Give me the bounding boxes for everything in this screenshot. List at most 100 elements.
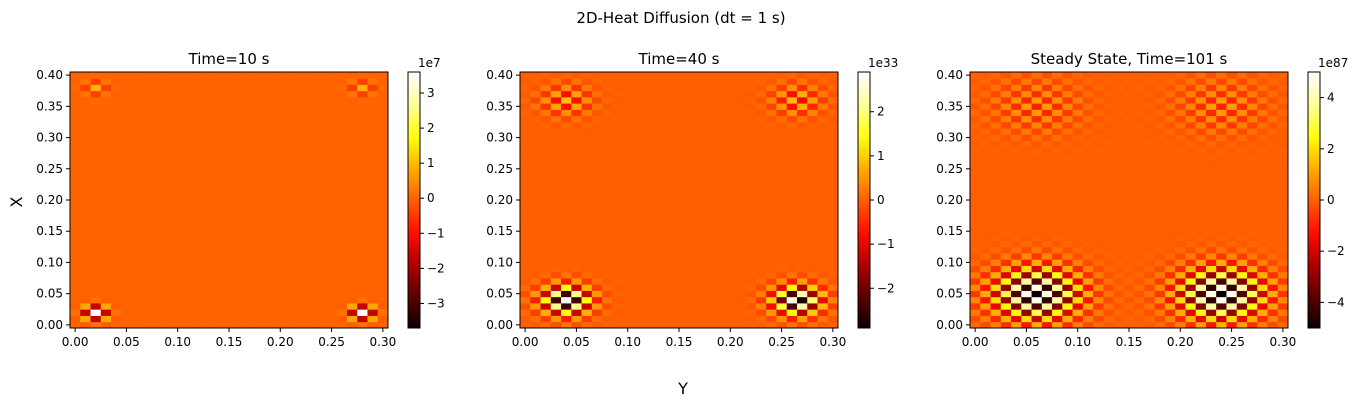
heat-cell — [1052, 90, 1063, 98]
heat-cell — [223, 196, 235, 204]
heat-cell — [285, 203, 297, 210]
heat-cell — [326, 296, 338, 304]
heat-cell — [745, 315, 757, 323]
heat-cell — [121, 153, 132, 160]
heat-cell — [622, 240, 634, 248]
heat-cell — [520, 84, 531, 92]
heat-cell — [1277, 203, 1289, 210]
heat-cell — [990, 215, 1002, 223]
heat-cell — [684, 315, 695, 323]
heat-cell — [530, 96, 541, 104]
heat-cell — [1000, 153, 1012, 160]
heat-cell — [1226, 228, 1238, 235]
heat-cell — [745, 265, 757, 273]
heat-cell — [725, 309, 736, 316]
heat-cell — [520, 190, 531, 198]
heat-cell — [1164, 184, 1176, 192]
heat-cell — [1062, 134, 1073, 142]
heat-cell — [1257, 203, 1268, 210]
heat-cell — [571, 228, 582, 235]
heat-cell — [622, 309, 634, 316]
heat-cell — [1103, 265, 1115, 273]
heat-cell — [632, 90, 644, 98]
heat-cell — [970, 259, 981, 266]
heat-cell — [264, 215, 276, 223]
heatmap-panel-3: Steady State, Time=101 s0.00 0.05 0.10 0.15… — [936, 50, 1348, 349]
heat-cell — [172, 90, 184, 98]
heat-cell — [766, 290, 777, 298]
heat-cell — [776, 171, 788, 179]
heat-cell — [1123, 128, 1135, 135]
heat-cell — [193, 203, 204, 210]
heat-cell — [1185, 284, 1197, 291]
heat-cell — [755, 315, 767, 323]
heat-cell — [602, 78, 613, 85]
heat-cell — [1021, 96, 1032, 104]
heat-cell — [694, 290, 706, 298]
heat-cell — [1041, 228, 1053, 235]
heat-cell — [223, 321, 235, 329]
heat-cell — [1195, 96, 1207, 104]
heat-cell — [275, 72, 286, 79]
heat-cell — [1185, 228, 1197, 235]
heat-cell — [1205, 228, 1217, 235]
heat-cell — [1113, 321, 1125, 329]
heat-cell — [100, 221, 112, 229]
heat-cell — [1093, 246, 1104, 254]
heat-cell — [326, 159, 338, 167]
heat-cell — [581, 134, 593, 142]
heat-cell — [141, 309, 153, 316]
heat-cell — [1175, 265, 1186, 273]
heat-cell — [162, 121, 173, 129]
heat-cell — [990, 128, 1002, 135]
heat-cell — [786, 146, 798, 154]
heat-cell — [980, 203, 991, 210]
heat-cell — [285, 190, 297, 198]
heat-cell — [203, 203, 215, 210]
heat-cell — [817, 315, 829, 323]
heat-cell — [1267, 315, 1279, 323]
heat-cell — [1103, 296, 1115, 304]
heat-cell — [90, 278, 102, 285]
heat-cell — [530, 303, 541, 310]
heat-cell — [1052, 321, 1063, 329]
heat-cell — [295, 228, 307, 235]
heat-cell — [316, 221, 327, 229]
heat-cell — [1236, 234, 1248, 241]
heat-cell — [80, 296, 91, 304]
heat-cell — [1113, 296, 1125, 304]
heat-cell — [285, 153, 297, 160]
heat-cell — [796, 121, 808, 129]
heat-cell — [213, 165, 225, 173]
heat-cell — [550, 115, 562, 123]
heat-cell — [684, 221, 695, 229]
heat-cell — [264, 84, 276, 92]
heat-cell — [1103, 171, 1115, 179]
heat-cell — [1185, 271, 1197, 279]
heat-cell — [540, 103, 552, 110]
colorbar — [407, 71, 421, 329]
y-tick-label: 0.30 — [36, 131, 63, 145]
heat-cell — [1277, 72, 1289, 79]
heat-cell — [1082, 321, 1094, 329]
heat-cell — [520, 271, 531, 279]
heat-cell — [684, 209, 695, 217]
heat-cell — [1052, 259, 1063, 266]
heat-cell — [1164, 115, 1176, 123]
heat-cell — [817, 121, 829, 129]
heat-cell — [367, 115, 379, 123]
heat-cell — [1113, 171, 1125, 179]
y-tick-label: 0.00 — [36, 318, 63, 332]
heat-cell — [377, 140, 389, 148]
heat-cell — [776, 278, 788, 285]
heat-cell — [275, 265, 286, 273]
heat-cell — [223, 115, 235, 123]
heat-cell — [990, 140, 1002, 148]
heat-cell — [346, 265, 358, 273]
heat-cell — [827, 221, 839, 229]
heat-cell — [581, 96, 593, 104]
heat-cell — [714, 303, 726, 310]
heat-cell — [530, 321, 541, 329]
heat-cell — [714, 128, 726, 135]
heat-cell — [766, 196, 777, 204]
